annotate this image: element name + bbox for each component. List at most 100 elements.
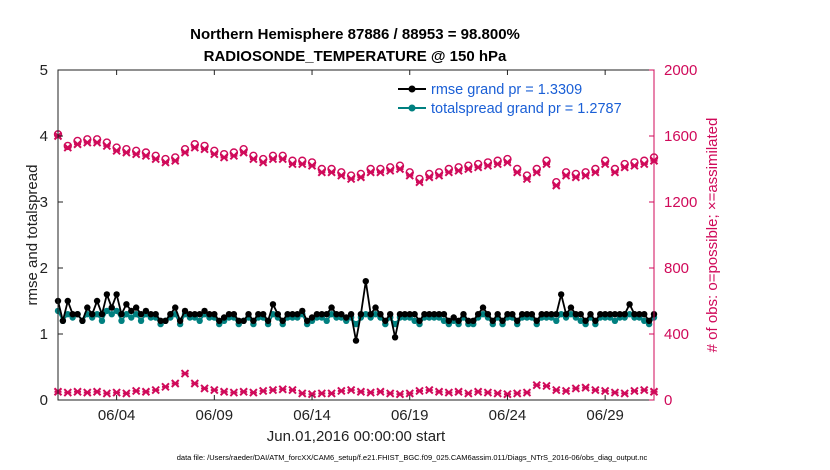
rmse-point-107 [577,311,584,318]
rmse-point-38 [240,317,247,324]
rmse-point-16 [132,304,140,311]
obs-bottom-marker-15 [200,384,209,393]
y-axis-label: rmse and totalspread [24,165,41,306]
legend-spread-marker [408,104,416,112]
rmse-point-119 [636,311,643,318]
rmse-point-10 [103,291,111,298]
obs-assimilated-marker-29 [337,171,346,180]
rmse-point-14 [123,301,130,308]
obs-assimilated-marker-44 [483,161,493,170]
y-axis-right: 0 400 800 1200 1600 2000 [649,62,697,409]
obs-bottom-marker-6 [112,388,121,397]
obs-bottom-marker-48 [522,388,532,397]
obs-bottom-marker-38 [425,385,434,395]
rmse-point-76 [426,311,433,318]
rmse-point-101 [548,311,555,318]
chart-title-line1: Northern Hemisphere 87886 / 88953 = 98.8… [190,26,520,43]
obs-bottom-marker-16 [210,385,219,395]
x-tick-label: 06/19 [391,407,429,424]
rmse-point-7 [88,311,96,318]
obs-assimilated-marker-23 [278,154,287,164]
rmse-point-96 [523,311,531,318]
rmse-point-48 [289,311,296,318]
rmse-point-9 [98,311,106,318]
rmse-point-67 [382,317,389,324]
rmse-point-66 [377,311,384,318]
rmse-point-99 [538,311,545,318]
obs-assimilated-marker-49 [532,168,541,177]
rmse-point-2 [64,297,71,305]
spread-point-87 [479,311,487,318]
obs-bottom-marker-4 [92,387,102,396]
rmse-point-49 [294,311,301,318]
spread-point-107 [577,317,584,324]
rmse-point-45 [274,311,282,318]
obs-assimilated-marker-16 [210,149,219,159]
obs-assimilated-marker-40 [444,168,454,177]
y-axis-left: 0 1 2 3 4 5 [40,62,63,409]
obs-assimilated-marker-11 [161,158,170,167]
obs-bottom-marker-50 [542,381,551,391]
rmse-point-73 [411,311,418,318]
obs-bottom-marker-33 [376,387,385,396]
rmse-point-84 [465,317,472,324]
spread-point-9 [98,317,106,324]
rmse-point-100 [543,311,550,318]
obs-assimilated-marker-42 [464,164,473,174]
obs-assimilated-marker-20 [249,154,258,164]
obs-bottom-marker-7 [122,389,131,398]
rmse-point-55 [323,311,330,318]
rmse-point-31 [206,311,213,318]
x-tick-label: 06/09 [196,407,234,424]
x-axis-label: Jun.01,2016 00:00:00 start [267,428,446,445]
rmse-point-88 [484,311,492,318]
rmse-point-5 [79,317,86,324]
rmse-point-27 [186,311,194,318]
obs-assimilated-marker-46 [503,158,512,167]
obs-bottom-marker-60 [640,385,649,395]
obs-bottom-marker-2 [73,387,82,396]
obs-assimilated-marker-10 [151,154,160,164]
obs-bottom-marker-46 [503,390,512,399]
obs-assimilated-marker-14 [190,143,199,152]
y-tick-label: 4 [40,128,48,145]
obs-bottom-marker-44 [483,388,493,397]
obs-assimilated-marker-21 [258,158,268,167]
obs-bottom-marker-13 [180,369,190,378]
obs-bottom-marker-51 [552,385,561,395]
rmse-point-121 [645,317,653,324]
obs-bottom-marker-31 [356,387,366,396]
obs-assimilated-marker-24 [288,159,297,169]
rmse-point-69 [391,334,399,341]
rmse-point-43 [264,317,272,324]
rmse-point-39 [245,311,252,318]
obs-assimilated-marker-1 [63,143,72,152]
spread-point-55 [323,317,330,324]
obs-bottom-marker-29 [337,386,346,396]
x-tick-label: 06/24 [489,407,527,424]
obs-assimilated-marker-48 [522,174,532,184]
rmse-point-108 [582,317,589,324]
rmse-point-80 [445,317,453,324]
obs-assimilated-marker-7 [122,148,131,157]
rmse-point-54 [318,311,326,318]
rmse-point-72 [406,311,413,318]
obs-assimilated-marker-12 [171,156,180,165]
obs-assimilated-marker-4 [92,138,102,147]
spread-point-14 [123,311,130,318]
obs-assimilated-marker-59 [630,161,639,170]
rmse-point-3 [69,311,76,318]
obs-assimilated-marker-37 [415,177,424,187]
spread-point-11 [108,311,115,318]
obs-bottom-marker-59 [630,386,639,396]
legend-spread-label: totalspread grand pr = 1.2787 [431,101,622,117]
obs-bottom-marker-22 [268,385,278,395]
obs-assimilated-marker-60 [640,159,649,169]
rmse-point-4 [74,311,81,318]
rmse-point-83 [460,311,467,318]
obs-assimilated-marker-17 [219,153,229,162]
rmse-point-86 [474,311,482,318]
rmse-point-77 [430,311,438,318]
spread-point-117 [626,311,633,318]
rmse-point-70 [396,311,404,318]
